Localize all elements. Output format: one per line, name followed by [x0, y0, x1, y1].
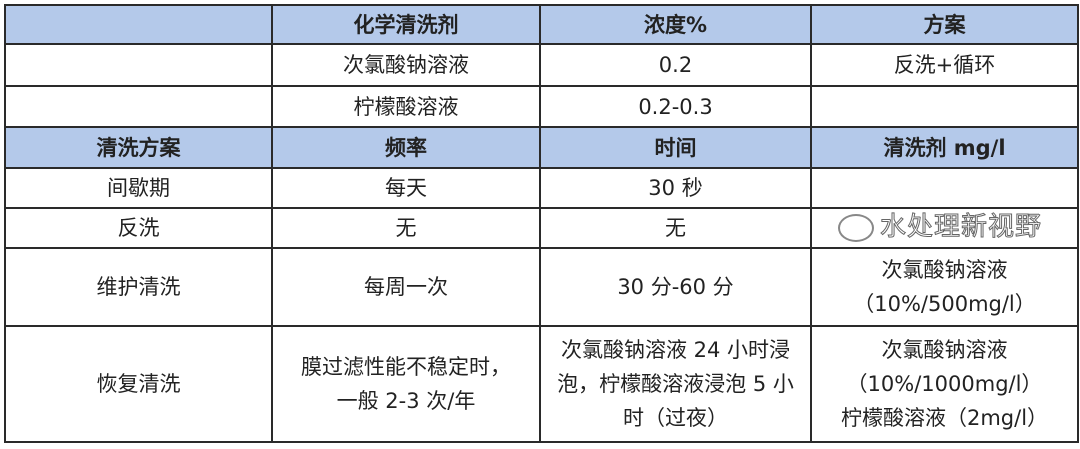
- header-cell: 频率: [271, 126, 541, 169]
- cell: [810, 167, 1079, 209]
- header-cell: 浓度%: [539, 4, 812, 45]
- chemical-header-row: 化学清洗剂 浓度% 方案: [4, 4, 1079, 45]
- cell: 每周一次: [271, 247, 541, 327]
- header-cell: [4, 4, 273, 45]
- wechat-icon: [838, 213, 874, 242]
- cell: 次氯酸钠溶液 （10%/1000mg/l） 柠檬酸溶液（2mg/l）: [810, 325, 1079, 443]
- cell: 维护清洗: [4, 247, 273, 327]
- watermark: 水处理新视野: [838, 210, 1042, 244]
- cell: [4, 43, 273, 87]
- cell: 柠檬酸溶液: [271, 85, 541, 128]
- cell: 恢复清洗: [4, 325, 273, 443]
- cell: [810, 85, 1079, 128]
- cell: 30 秒: [539, 167, 812, 209]
- cell: 0.2-0.3: [539, 85, 812, 128]
- cell: 次氯酸钠溶液 24 小时浸泡，柠檬酸溶液浸泡 5 小时（过夜）: [539, 325, 812, 443]
- cell: 膜过滤性能不稳定时，一般 2-3 次/年: [271, 325, 541, 443]
- header-cell: 化学清洗剂: [271, 4, 541, 45]
- header-cell: 方案: [810, 4, 1079, 45]
- cell: 30 分-60 分: [539, 247, 812, 327]
- header-cell: 清洗剂 mg/l: [810, 126, 1079, 169]
- cell: 无: [271, 207, 541, 249]
- cell: 次氯酸钠溶液: [271, 43, 541, 87]
- header-cell: 清洗方案: [4, 126, 273, 169]
- cell: 反洗+循环: [810, 43, 1079, 87]
- cell: 0.2: [539, 43, 812, 87]
- cell: 次氯酸钠溶液 （10%/500mg/l）: [810, 247, 1079, 327]
- cell: 间歇期: [4, 167, 273, 209]
- header-cell: 时间: [539, 126, 812, 169]
- cell: 反洗: [4, 207, 273, 249]
- cell: 每天: [271, 167, 541, 209]
- cleaning-table: 化学清洗剂 浓度% 方案 次氯酸钠溶液 0.2 反洗+循环 柠檬酸溶液 0.2-…: [4, 4, 1079, 443]
- table-row: 柠檬酸溶液 0.2-0.3: [4, 85, 1079, 128]
- cell: 无: [539, 207, 812, 249]
- cell: [4, 85, 273, 128]
- table-row: 间歇期 每天 30 秒: [4, 167, 1079, 209]
- table-row: 恢复清洗 膜过滤性能不稳定时，一般 2-3 次/年 次氯酸钠溶液 24 小时浸泡…: [4, 325, 1079, 443]
- cleaning-header-row: 清洗方案 频率 时间 清洗剂 mg/l: [4, 126, 1079, 169]
- watermark-text: 水处理新视野: [879, 212, 1043, 243]
- table-row: 维护清洗 每周一次 30 分-60 分 次氯酸钠溶液 （10%/500mg/l）: [4, 247, 1079, 327]
- table-row: 反洗 无 无: [4, 207, 1079, 249]
- table-row: 次氯酸钠溶液 0.2 反洗+循环: [4, 43, 1079, 87]
